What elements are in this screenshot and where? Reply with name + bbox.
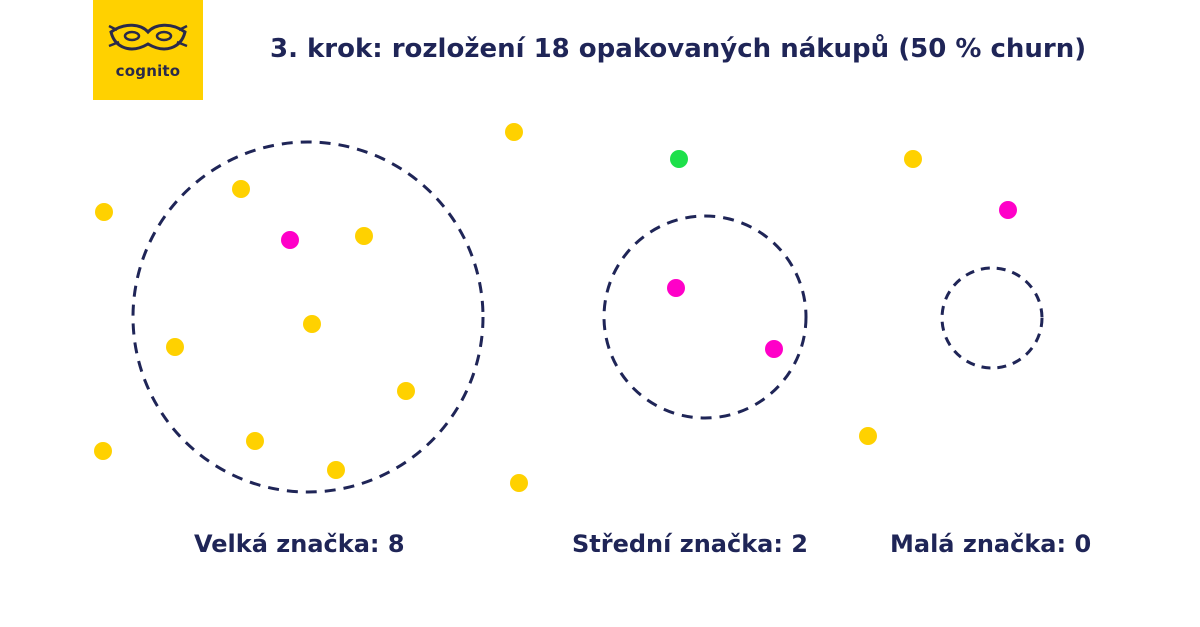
mask-icon [108,23,188,51]
dot-yellow [166,338,184,356]
cognito-logo: cognito [93,0,203,100]
dot-yellow [859,427,877,445]
dot-yellow [94,442,112,460]
medium-brand-circle [602,214,808,420]
dot-magenta [667,279,685,297]
large-brand-circle [131,140,485,494]
dot-magenta [281,231,299,249]
dot-yellow [246,432,264,450]
dot-yellow [355,227,373,245]
dot-yellow [397,382,415,400]
dot-yellow [904,150,922,168]
dot-yellow [510,474,528,492]
small-brand-label: Malá značka: 0 [890,530,1092,558]
dot-yellow [303,315,321,333]
logo-wordmark: cognito [115,62,181,80]
dot-magenta [765,340,783,358]
large-brand-label: Velká značka: 8 [194,530,405,558]
dot-magenta [999,201,1017,219]
dot-yellow [232,180,250,198]
dot-yellow [95,203,113,221]
dot-yellow [327,461,345,479]
dot-yellow [505,123,523,141]
page-title: 3. krok: rozložení 18 opakovaných nákupů… [270,34,1087,64]
medium-brand-label: Střední značka: 2 [572,530,809,558]
dot-green [670,150,688,168]
small-brand-circle [940,266,1044,370]
